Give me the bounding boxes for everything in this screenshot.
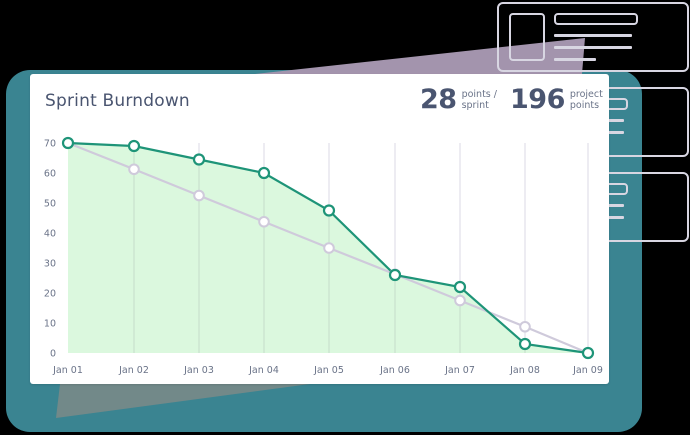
- project-points-stat: 196 project points: [510, 84, 603, 115]
- x-tick-label: Jan 08: [509, 365, 540, 376]
- x-tick-label: Jan 02: [118, 365, 149, 376]
- ideal-point[interactable]: [323, 242, 335, 254]
- stat-label: points / sprint: [461, 88, 497, 111]
- x-tick-label: Jan 06: [379, 365, 410, 376]
- sprint-burndown-card: Sprint Burndown 28 points / sprint 196 p…: [30, 74, 609, 384]
- actual-point[interactable]: [518, 337, 532, 351]
- ideal-point[interactable]: [454, 294, 466, 307]
- y-tick-label: 60: [44, 169, 56, 180]
- ideal-data-points: [128, 163, 531, 333]
- actual-point[interactable]: [388, 268, 402, 282]
- y-tick-label: 20: [44, 289, 56, 300]
- x-tick-label: Jan 03: [183, 365, 214, 376]
- actual-point[interactable]: [322, 204, 336, 217]
- card-title: Sprint Burndown: [45, 91, 190, 111]
- x-tick-label: Jan 01: [52, 365, 83, 376]
- actual-point[interactable]: [453, 280, 467, 294]
- x-axis: Jan 01 Jan 02 Jan 03 Jan 04 Jan 05 Jan 06 Jan …: [52, 365, 603, 376]
- ideal-point[interactable]: [258, 215, 270, 228]
- stat-label: project points: [569, 88, 603, 111]
- y-tick-label: 10: [44, 319, 56, 330]
- actual-point[interactable]: [192, 153, 206, 166]
- y-tick-label: 40: [44, 229, 56, 240]
- stat-value: 196: [510, 84, 565, 115]
- actual-point[interactable]: [127, 139, 141, 153]
- actual-point[interactable]: [257, 166, 271, 180]
- ideal-point[interactable]: [519, 320, 531, 333]
- actual-data-points: [61, 136, 595, 360]
- x-tick-label: Jan 04: [248, 365, 279, 376]
- y-tick-label: 50: [44, 199, 56, 210]
- stat-value: 28: [420, 84, 457, 115]
- burndown-chart: 0 10 20 30 40 50 60 70 Jan 01 Jan 02 Jan 03 Jan 04…: [44, 136, 603, 376]
- y-axis: 0 10 20 30 40 50 60 70: [44, 139, 56, 360]
- actual-point[interactable]: [581, 346, 595, 360]
- x-tick-label: Jan 07: [444, 365, 475, 376]
- ideal-point[interactable]: [193, 189, 205, 202]
- x-tick-label: Jan 05: [313, 365, 344, 376]
- document-card-1: [497, 2, 689, 72]
- x-tick-label: Jan 09: [572, 365, 603, 376]
- points-per-sprint-stat: 28 points / sprint: [420, 84, 497, 115]
- y-tick-label: 0: [50, 349, 56, 360]
- actual-point[interactable]: [61, 136, 75, 150]
- ideal-point[interactable]: [128, 163, 140, 176]
- y-tick-label: 70: [44, 139, 56, 150]
- y-tick-label: 30: [44, 259, 56, 270]
